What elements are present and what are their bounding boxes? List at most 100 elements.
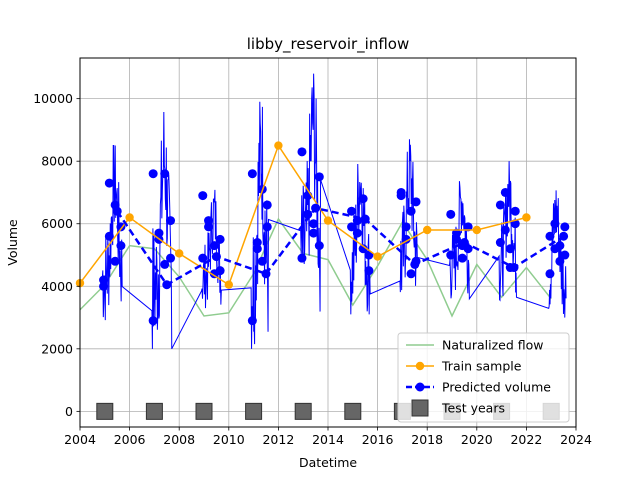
observed-marker [401,222,411,232]
observed-marker [347,222,357,232]
observed-marker [262,222,272,232]
observed-marker [252,238,262,247]
x-tick-label: 2012 [262,432,294,447]
y-tick-label: 6000 [41,216,73,231]
observed-volume-line [101,73,567,350]
y-tick-label: 8000 [41,154,73,169]
train-sample-point [472,225,481,235]
predicted-volume-point [459,238,469,247]
legend-label: Naturalized flow [442,338,543,353]
x-tick-label: 2004 [64,432,96,447]
y-tick-label: 4000 [41,279,73,294]
observed-marker [309,219,319,229]
observed-marker [446,209,456,219]
naturalized-flow-line [79,217,552,318]
observed-marker [148,169,158,179]
x-tick-label: 2018 [411,432,443,447]
x-tick-label: 2016 [362,432,394,447]
observed-marker [555,241,565,251]
predicted-volume-point [261,269,271,279]
train-sample-point [224,280,233,289]
observed-marker [457,253,467,263]
legend-label: Predicted volume [442,380,551,395]
x-tick-label: 2020 [461,432,493,447]
observed-marker [297,147,307,157]
observed-marker [148,316,158,326]
observed-marker [560,222,570,232]
observed-marker [452,234,462,244]
observed-marker [198,253,208,263]
train-sample-point [423,225,432,235]
x-tick-label: 2014 [312,432,344,447]
legend-swatch-marker [415,382,425,392]
observed-marker [452,228,462,238]
observed-marker [545,269,555,279]
predicted-volume-point [162,280,172,290]
test-year-marker [96,402,114,420]
observed-marker [364,266,374,276]
observed-marker [347,206,357,216]
legend-swatch-marker [415,361,425,371]
observed-marker [396,191,406,201]
observed-marker [99,281,109,291]
train-sample-point [125,213,134,222]
observed-marker [154,228,164,238]
legend: Naturalized flow Train sample Predicted vo… [397,332,570,423]
observed-marker [297,253,307,263]
predicted-volume-point [559,231,569,241]
observed-marker [309,228,319,238]
observed-marker [252,244,262,254]
y-tick-label: 0 [65,404,73,419]
predicted-volume-point [509,263,519,273]
observed-marker [545,231,555,241]
observed-marker [500,225,510,235]
observed-marker [411,197,421,207]
predicted-volume-point [360,214,370,224]
test-year-marker [145,402,163,420]
observed-marker [104,231,114,241]
observed-marker [406,206,416,216]
legend-swatch-marker [411,399,429,417]
observed-marker [116,222,126,232]
x-axis-label: Datetime [299,455,357,470]
observed-marker [209,269,219,279]
observed-marker [495,200,505,210]
test-year-marker [195,402,213,420]
observed-marker [104,178,114,188]
observed-marker [358,244,368,254]
observed-marker [204,222,214,232]
train-sample-point [373,252,382,261]
observed-marker [495,238,505,247]
observed-marker [510,206,520,216]
observed-marker [560,250,570,260]
observed-marker [204,216,214,226]
observed-marker [401,234,411,244]
y-tick-label: 10000 [33,91,73,106]
predicted-volume-point [410,259,420,269]
observed-marker [110,256,120,266]
legend-label: Test years [441,401,505,416]
observed-marker [500,187,510,197]
observed-marker [406,269,416,279]
observed-marker [209,241,219,251]
legend-label: Train sample [441,359,522,374]
train-sample-point [522,213,531,222]
legend-box [397,332,570,423]
observed-marker [160,259,170,269]
test-year-marker [294,402,312,420]
x-tick-label: 2006 [114,432,146,447]
train-sample-point [175,249,184,258]
observed-marker [505,244,515,254]
observed-marker [550,219,560,229]
observed-marker [555,256,565,266]
observed-marker [166,253,176,263]
observed-marker [352,228,362,238]
test-year-marker [344,402,362,420]
train-sample-point [274,141,283,150]
predicted-volume-point [311,203,321,213]
observed-marker [99,275,109,285]
observed-marker [215,234,225,244]
observed-marker [198,191,208,201]
axis-ticks: 2004 2006 2008 2010 2012 2014 2016 2018 2020 2022… [33,91,592,447]
